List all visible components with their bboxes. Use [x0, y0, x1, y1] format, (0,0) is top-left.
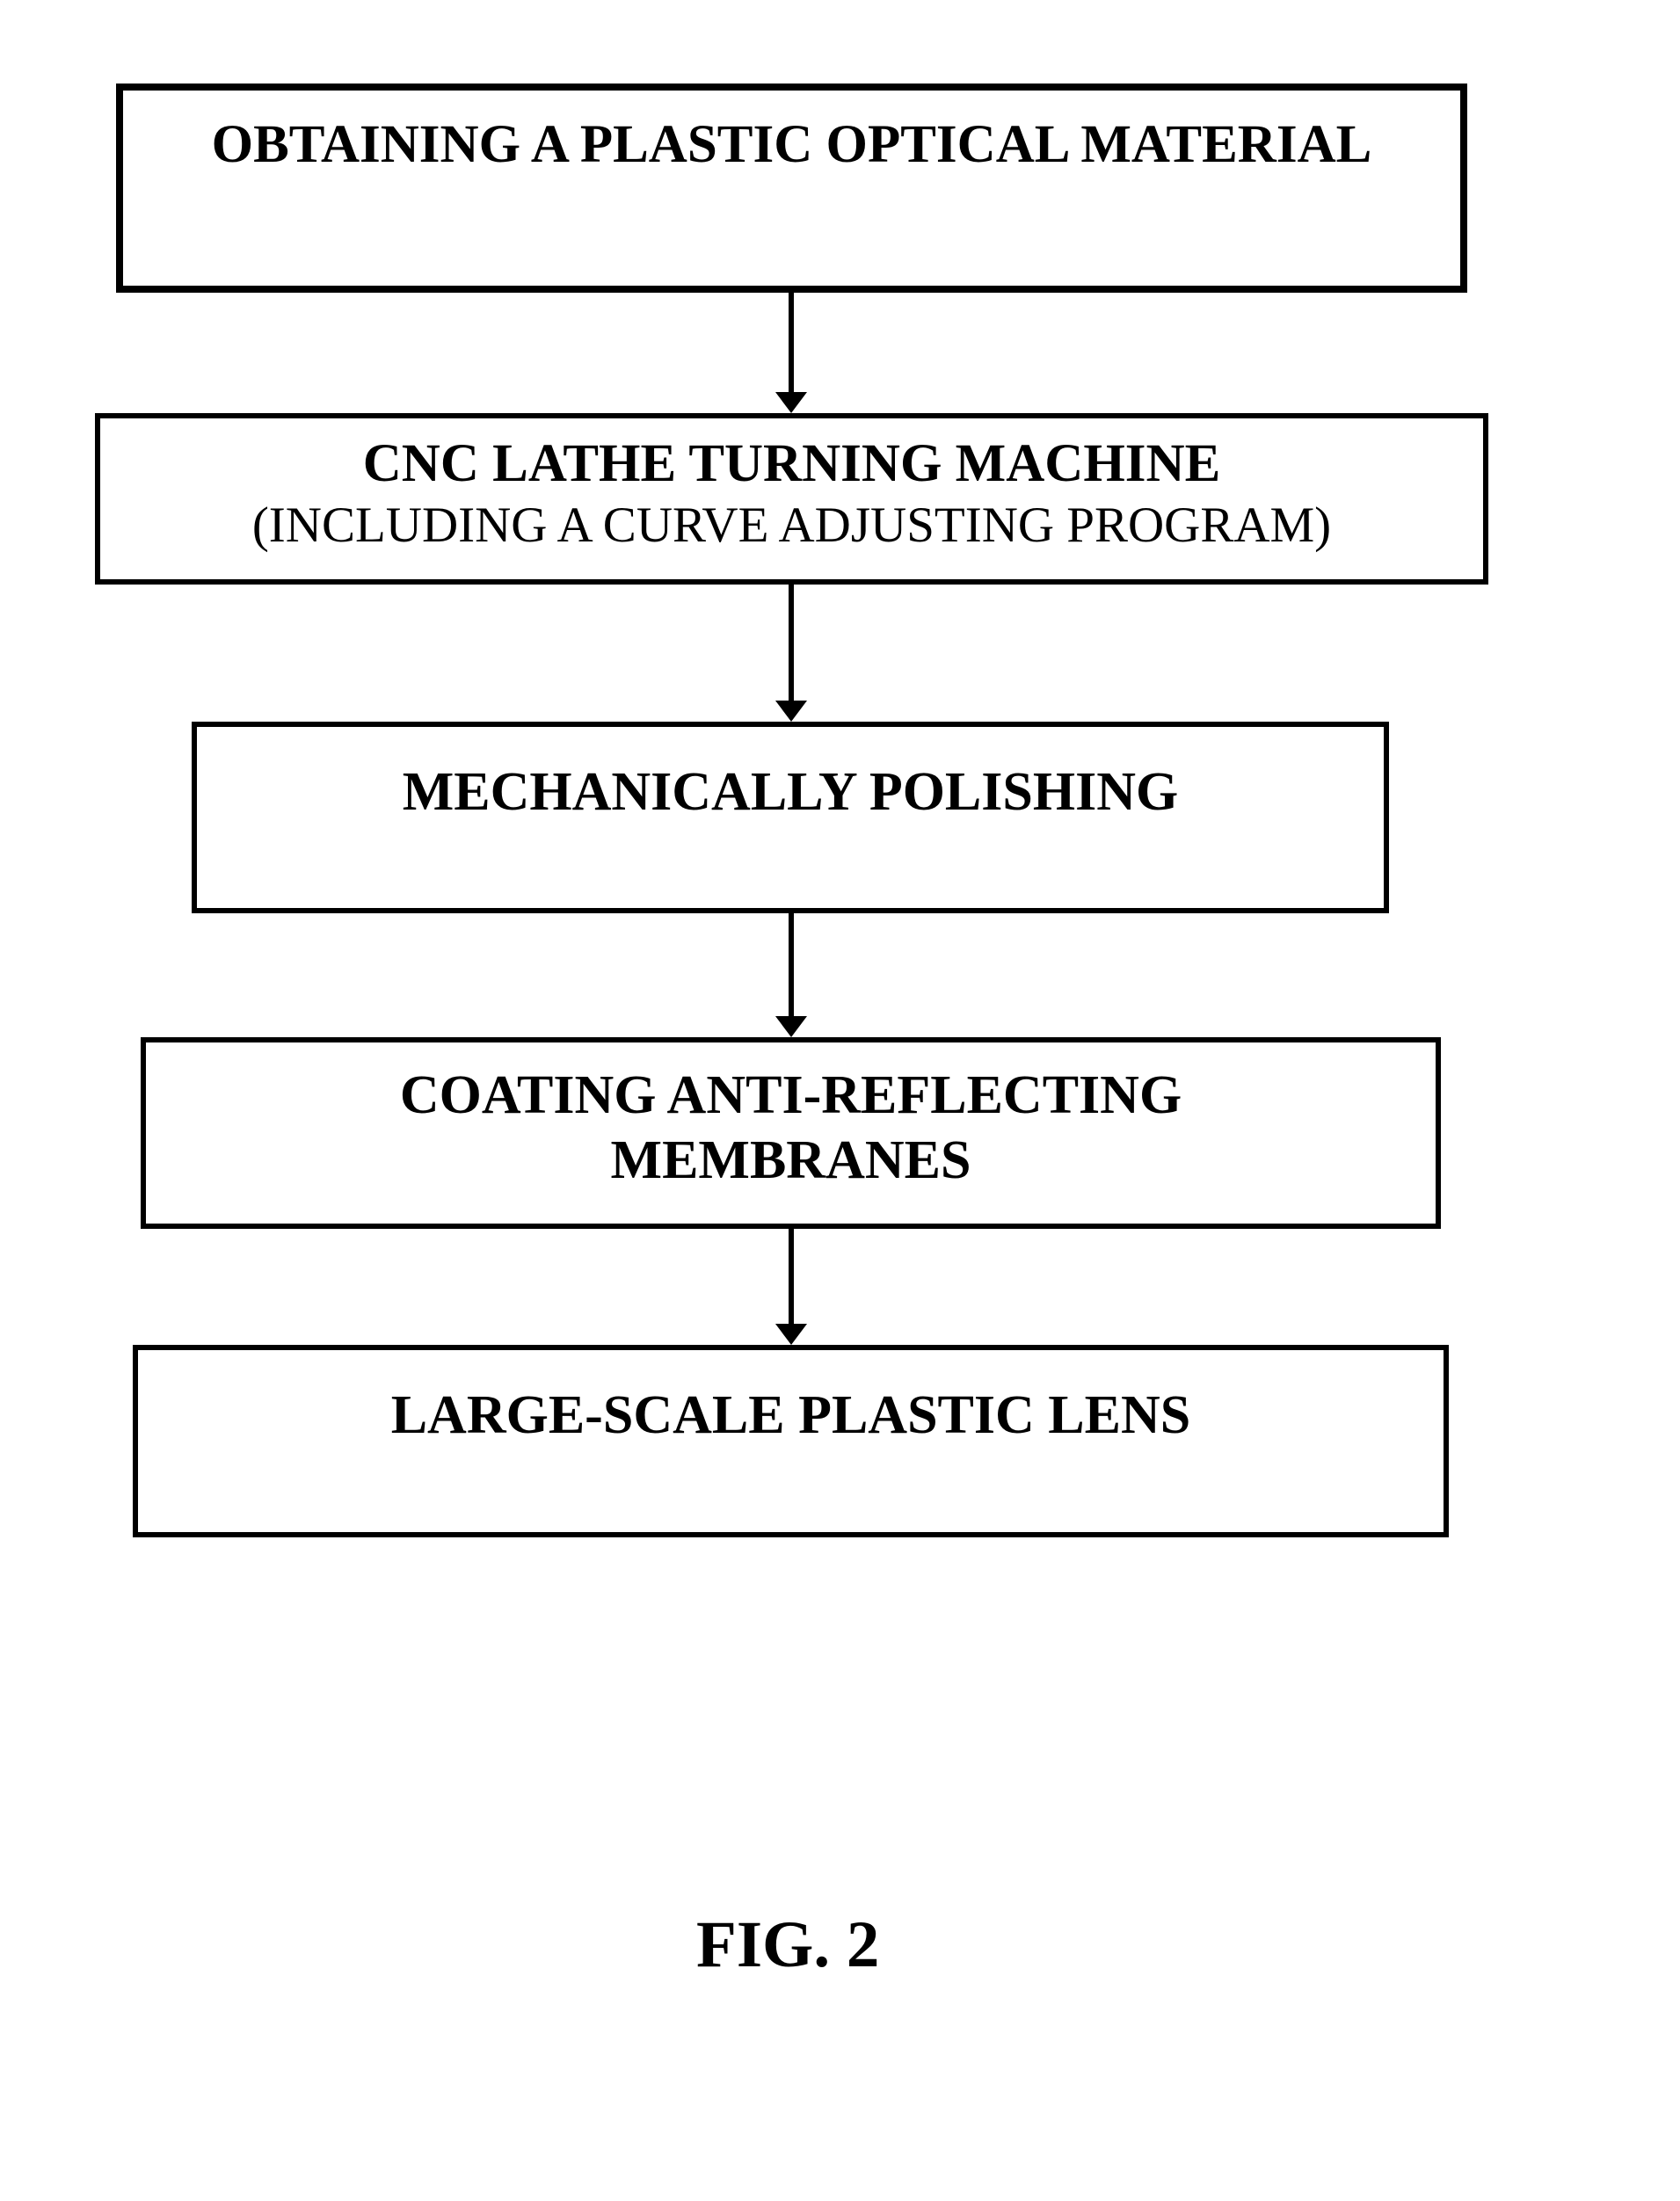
flow-step-obtain-material: OBTAINING A PLASTIC OPTICAL MATERIAL — [116, 84, 1467, 293]
flow-step-line1: OBTAINING A PLASTIC OPTICAL MATERIAL — [212, 115, 1372, 174]
flow-step-line1: CNC LATHE TURNING MACHINE — [363, 434, 1221, 493]
flow-arrow-3 — [772, 913, 811, 1037]
flow-arrow-4 — [772, 1229, 811, 1345]
flow-arrow-1 — [772, 293, 811, 413]
flow-step-line1: MECHANICALLY POLISHING — [403, 762, 1179, 822]
flow-arrow-2 — [772, 585, 811, 722]
flow-step-line1: LARGE-SCALE PLASTIC LENS — [391, 1385, 1191, 1445]
figure-caption: FIG. 2 — [696, 1907, 879, 1983]
flow-step-line2: (INCLUDING A CURVE ADJUSTING PROGRAM) — [252, 498, 1331, 554]
flow-step-coating: COATING ANTI-REFLECTING MEMBRANES — [141, 1037, 1441, 1229]
flow-step-polishing: MECHANICALLY POLISHING — [192, 722, 1389, 913]
flowchart-canvas: OBTAINING A PLASTIC OPTICAL MATERIAL CNC… — [0, 0, 1680, 2201]
flow-step-result-lens: LARGE-SCALE PLASTIC LENS — [133, 1345, 1449, 1537]
flow-step-cnc-lathe: CNC LATHE TURNING MACHINE (INCLUDING A C… — [95, 413, 1488, 585]
flow-step-line1: COATING ANTI-REFLECTING — [400, 1065, 1182, 1125]
flow-step-line2: MEMBRANES — [611, 1130, 971, 1190]
